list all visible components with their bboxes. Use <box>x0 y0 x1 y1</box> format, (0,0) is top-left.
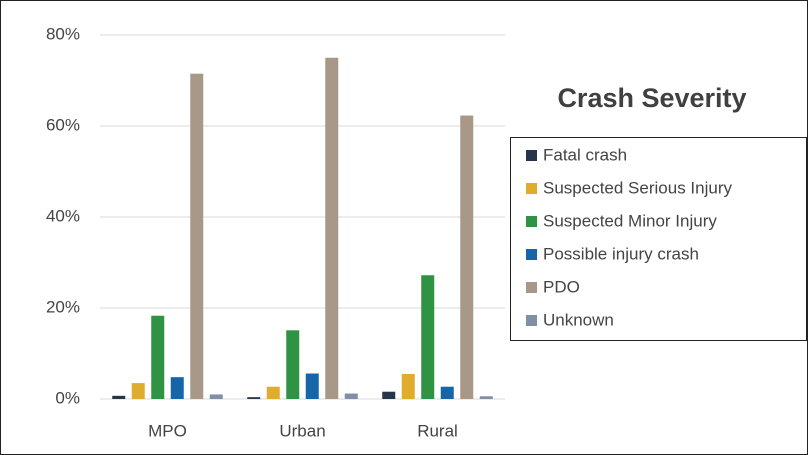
legend-label: Suspected Serious Injury <box>543 178 732 197</box>
bar <box>170 377 184 399</box>
legend-swatch <box>526 150 537 161</box>
x-tick-label: Rural <box>417 421 458 440</box>
bar <box>325 57 339 399</box>
legend-swatch <box>526 315 537 326</box>
legend-box <box>510 137 807 341</box>
chart-title: Crash Severity <box>557 83 746 113</box>
y-tick-label: 40% <box>46 206 80 225</box>
y-tick-label: 20% <box>46 297 80 316</box>
bar <box>421 275 435 399</box>
bar <box>440 386 454 399</box>
bar <box>401 373 415 399</box>
bar <box>344 393 358 399</box>
y-tick-label: 0% <box>55 388 80 407</box>
bar <box>305 373 319 399</box>
legend-label: Fatal crash <box>543 145 627 164</box>
bar <box>151 315 165 399</box>
bar <box>247 397 261 399</box>
bar <box>382 391 396 399</box>
bar <box>479 396 493 399</box>
x-tick-label: MPO <box>148 421 187 440</box>
legend-label: Unknown <box>543 310 614 329</box>
bar <box>460 115 474 399</box>
bar <box>209 394 223 399</box>
bar <box>131 383 145 399</box>
legend-label: Suspected Minor Injury <box>543 211 717 230</box>
bar <box>286 330 300 399</box>
legend-label: PDO <box>543 277 580 296</box>
legend-label: Possible injury crash <box>543 244 699 263</box>
legend-swatch <box>526 282 537 293</box>
bar <box>112 395 126 399</box>
y-tick-label: 80% <box>46 24 80 43</box>
x-tick-label: Urban <box>279 421 325 440</box>
bar <box>190 73 204 400</box>
legend-swatch <box>526 183 537 194</box>
legend-swatch <box>526 249 537 260</box>
y-tick-label: 60% <box>46 115 80 134</box>
legend-swatch <box>526 216 537 227</box>
bar <box>266 386 280 399</box>
